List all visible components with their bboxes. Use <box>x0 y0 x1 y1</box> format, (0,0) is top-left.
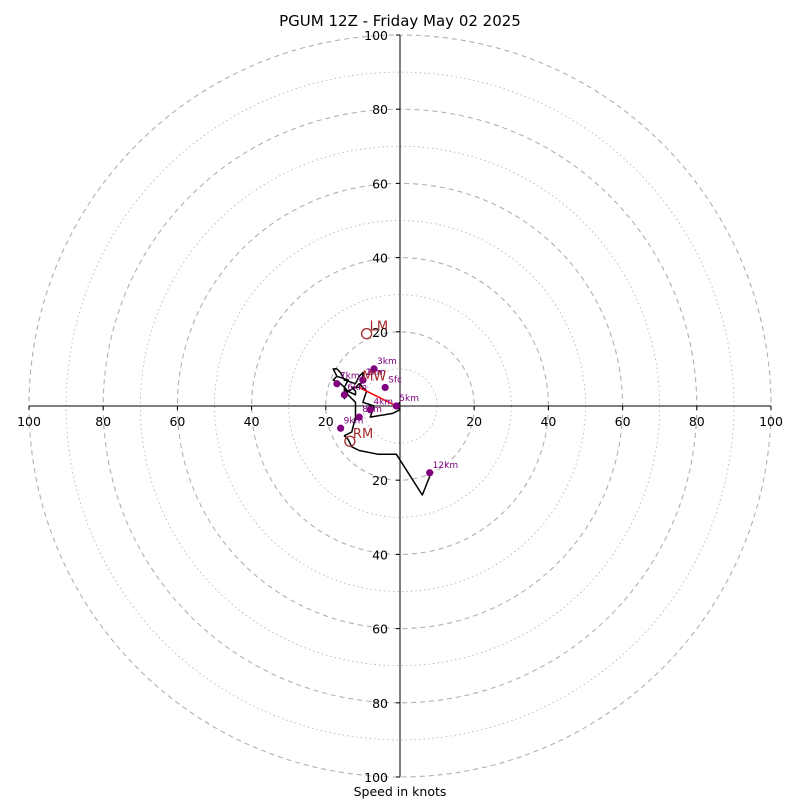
height-marker-12km <box>426 469 434 477</box>
y-tick-label: 80 <box>372 696 388 711</box>
y-tick-label: 100 <box>364 770 388 785</box>
height-marker-5km <box>392 402 400 410</box>
x-tick-label: 60 <box>169 414 185 429</box>
storm-motion-marker-LM <box>360 328 373 340</box>
height-marker-label-4km: 4km <box>373 398 393 408</box>
y-tick-label: 60 <box>372 176 388 191</box>
height-marker-Sfc <box>381 383 389 392</box>
storm-motion-markers: LM RM MW <box>344 320 388 447</box>
storm-motion-label-RM: RM <box>353 427 373 442</box>
height-marker-label-7km: 7km <box>340 372 360 382</box>
height-marker-6km <box>340 391 348 399</box>
height-marker-label-1km: 1km <box>366 368 386 378</box>
chart-title: PGUM 12Z - Friday May 02 2025 <box>279 12 521 30</box>
tick-labels: 20 20 20 20 40 40 40 40 60 60 60 60 80 80 80 80 100 100 10… <box>17 28 783 785</box>
y-tick-label: 40 <box>372 251 388 266</box>
shear-vector <box>358 386 397 407</box>
height-marker-9km <box>337 424 345 432</box>
x-tick-label: 40 <box>244 414 260 429</box>
hodograph-line <box>332 368 431 496</box>
storm-motion-label-MW: MW <box>362 370 386 385</box>
height-marker-label-6km: 6km <box>347 383 367 393</box>
y-tick-label: 20 <box>372 325 388 340</box>
height-marker-label-3km: 3km <box>377 357 397 367</box>
storm-motion-marker-RM <box>344 435 356 447</box>
x-tick-label: 60 <box>615 414 631 429</box>
height-marker-label-Sfc: Sfc <box>388 375 402 385</box>
height-marker-8km <box>355 413 363 421</box>
hodograph-trace <box>332 368 431 496</box>
x-tick-label: 100 <box>759 414 783 429</box>
x-tick-label: 40 <box>540 414 556 429</box>
y-tick-label: 80 <box>372 102 388 117</box>
x-tick-label: 20 <box>466 414 482 429</box>
height-marker-label-8km: 8km <box>362 405 382 415</box>
height-marker-4km <box>366 406 374 414</box>
y-tick-label: 20 <box>372 473 388 488</box>
height-marker-3km <box>370 365 378 373</box>
height-marker-label-9km: 9km <box>344 416 364 426</box>
axes <box>28 34 772 778</box>
height-marker-label-5km: 5km <box>399 394 419 404</box>
storm-motion-label-LM: LM <box>370 320 388 335</box>
height-marker-label-2km: 2km <box>366 368 386 378</box>
height-marker-7km <box>333 380 341 388</box>
height-marker-label-12km: 12km <box>433 461 458 471</box>
x-tick-label: 100 <box>17 414 41 429</box>
y-tick-label: 100 <box>364 28 388 43</box>
height-marker-2km <box>359 376 367 384</box>
x-tick-label: 80 <box>95 414 111 429</box>
x-axis-label: Speed in knots <box>354 784 447 799</box>
y-tick-label: 60 <box>372 622 388 637</box>
x-tick-label: 80 <box>689 414 705 429</box>
x-tick-label: 20 <box>318 414 334 429</box>
y-tick-label: 40 <box>372 547 388 562</box>
